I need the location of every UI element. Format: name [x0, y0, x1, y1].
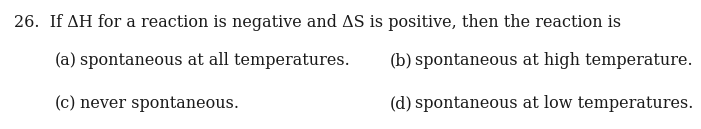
Text: spontaneous at all temperatures.: spontaneous at all temperatures.: [80, 52, 350, 69]
Text: (a): (a): [55, 52, 77, 69]
Text: never spontaneous.: never spontaneous.: [80, 95, 239, 112]
Text: 26.  If ΔH for a reaction is negative and ΔS is positive, then the reaction is: 26. If ΔH for a reaction is negative and…: [14, 14, 621, 31]
Text: (d): (d): [390, 95, 413, 112]
Text: (b): (b): [390, 52, 413, 69]
Text: spontaneous at high temperature.: spontaneous at high temperature.: [415, 52, 693, 69]
Text: (c): (c): [55, 95, 76, 112]
Text: spontaneous at low temperatures.: spontaneous at low temperatures.: [415, 95, 693, 112]
